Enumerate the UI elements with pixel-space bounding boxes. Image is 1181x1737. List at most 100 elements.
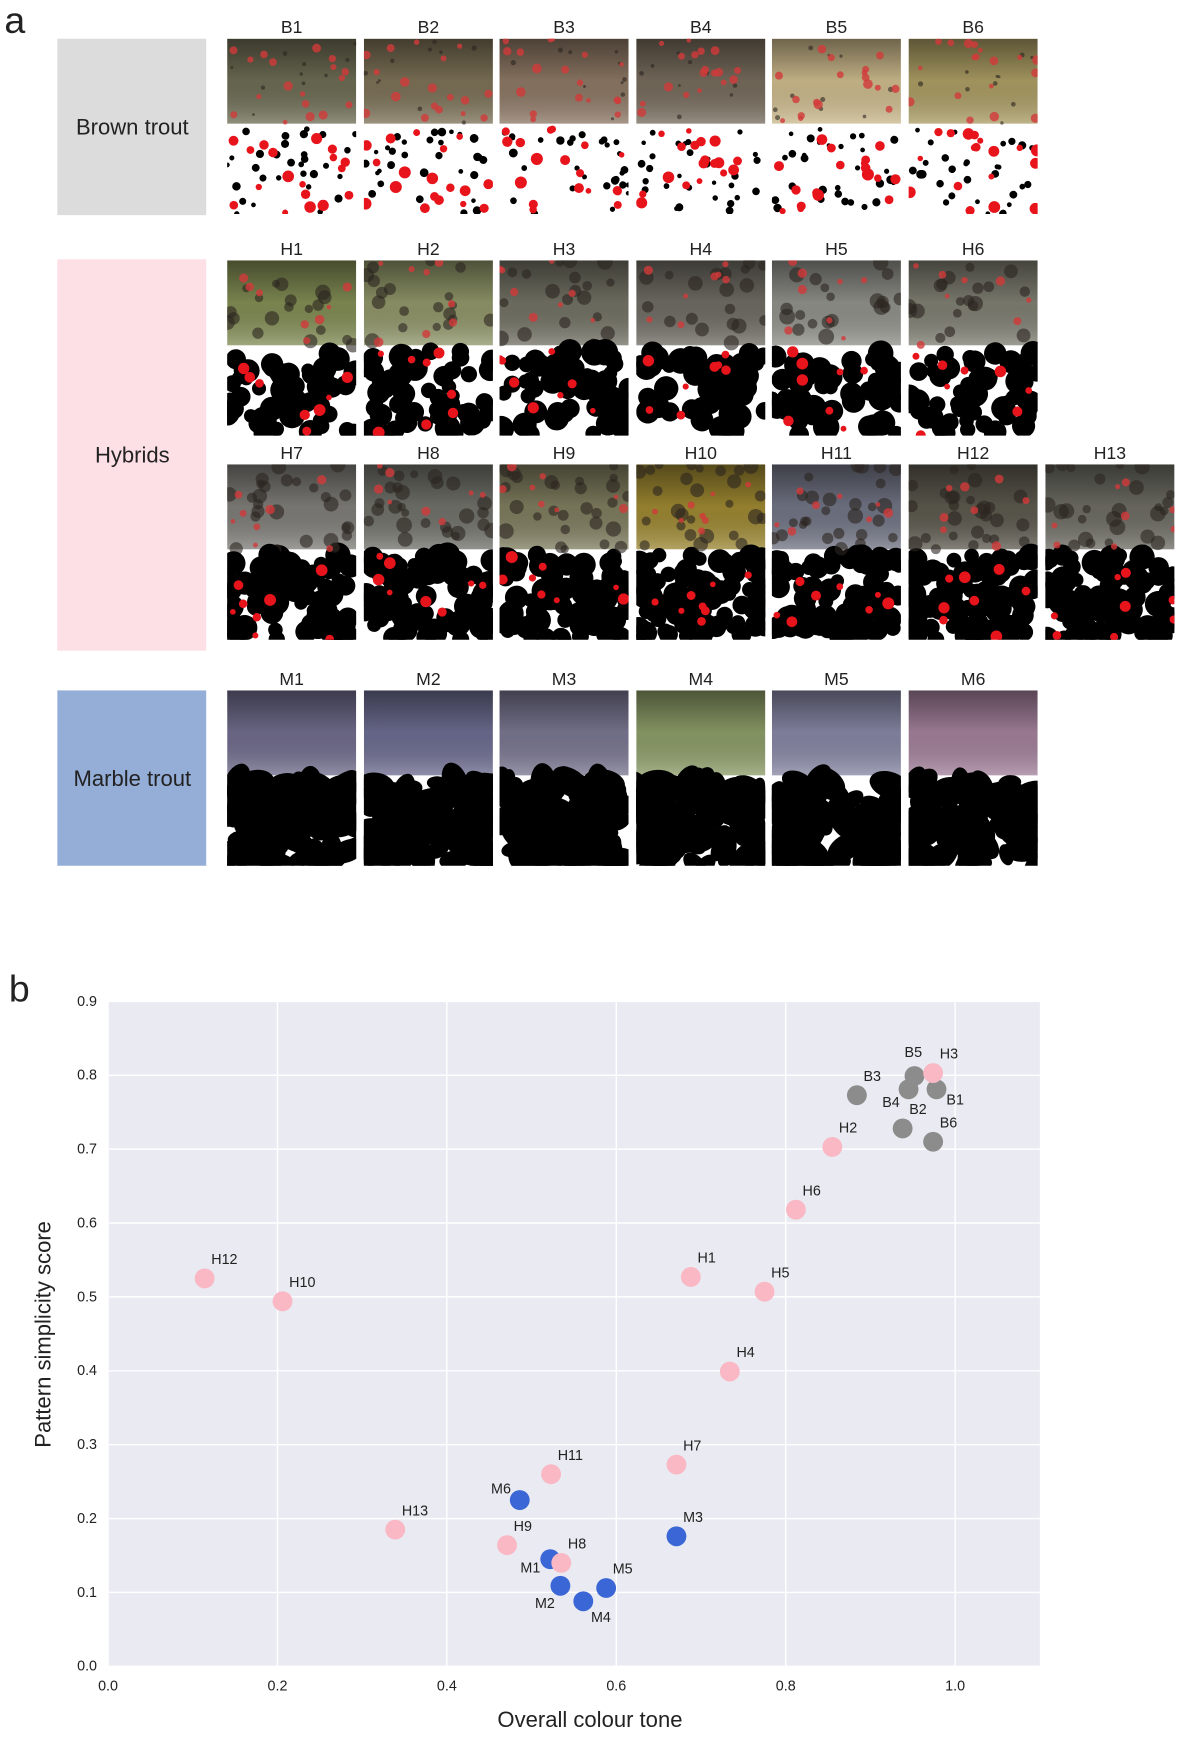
pattern-blob [298,161,305,168]
pattern-blob [636,584,657,609]
photo-red-spot [1022,497,1030,505]
pattern-blob [642,178,649,185]
photo-spot [1019,286,1031,297]
photo-spot [881,268,894,280]
photo-red-spot [528,312,538,322]
pattern-blob [412,613,431,632]
pattern-blob [683,852,707,866]
photo-red-spot [944,293,950,299]
photo-red-spot [729,75,738,84]
red-spot [709,361,720,372]
pattern-blob [908,768,938,798]
photo-red-spot [586,98,591,103]
pattern-blob [1020,340,1038,366]
photo-red-spot [699,512,706,520]
photo-spot [1068,539,1081,552]
red-spot [970,130,979,140]
photo-red-spot [988,83,994,89]
photo-spot [550,480,561,490]
red-spot [252,632,259,639]
scatter-point [596,1578,617,1598]
pattern-blob [439,420,464,436]
photo-red-spot [710,272,719,281]
photo-red-spot [260,50,268,59]
pattern-blob [454,778,480,797]
photo-spot [872,514,885,527]
pattern-blob [251,202,256,208]
pattern-blob [460,209,468,215]
photo-spot [809,273,822,286]
photo-red-spot [468,490,474,496]
pattern-blob [834,184,841,191]
pattern-blob [295,620,318,640]
photo-spot [1010,101,1016,107]
photo-red-spot [1017,54,1023,60]
photo-spot [425,260,436,267]
pattern-blob [612,175,620,184]
pattern-blob [500,623,515,638]
tile [499,38,629,215]
photo-spot [680,472,693,486]
pattern-blob [416,561,440,586]
photo-shade [908,690,1038,776]
photo-red-spot [841,335,846,341]
red-spot [483,179,493,190]
photo-red-spot [484,89,493,98]
red-spot [744,571,752,579]
point-label: B3 [864,1069,882,1085]
photo-spot [1162,496,1174,509]
pattern-blob [848,810,888,835]
pattern-blob [660,402,680,422]
scatter-point [923,1131,944,1152]
pattern-blob [800,810,826,850]
pattern-blob [337,607,357,629]
photo-spot [250,511,261,522]
pattern-blob [419,168,429,178]
pattern-blob [917,411,935,429]
tile-title: H3 [553,239,576,259]
photo-spot [427,47,433,52]
photo-spot [686,464,697,471]
photo-spot [636,464,647,479]
pattern-blob [936,179,944,188]
scatter-point [385,1519,406,1540]
photo-spot [324,73,328,78]
pattern-blob [708,416,734,436]
pattern-blob [1064,625,1085,640]
pattern-blob [692,551,707,566]
photo-spot [363,70,368,76]
pattern-blob [908,618,921,638]
y-tick-label: 0.6 [77,1215,97,1231]
photo-red-spot [643,265,653,275]
photo-spot [299,72,303,76]
photo-red-spot [538,500,545,508]
photo-spot [312,299,324,311]
pattern-blob [469,851,493,866]
pattern-blob [579,772,603,809]
pattern-blob [1100,596,1128,623]
panel-label: b [9,967,30,1009]
red-spot [971,142,981,152]
photo-spot [353,41,357,46]
pattern-blob [574,165,580,171]
point-label: B4 [882,1095,900,1111]
photo-red-spot [861,69,868,76]
photo-spot [733,465,745,476]
photo-spot [990,513,1004,528]
photo-spot [575,476,585,486]
red-spot [499,355,505,364]
x-tick-label: 0.2 [268,1679,288,1695]
pattern-blob [712,195,718,201]
pattern-blob [688,622,713,640]
photo-red-spot [797,112,805,120]
red-spot [574,183,584,194]
photo-spot [1116,464,1125,470]
pattern-blob [510,197,517,205]
photo-spot [965,262,975,272]
photo-spot [620,81,624,85]
red-spot [282,209,289,215]
red-spot [479,203,489,213]
pattern-blob [1024,180,1032,189]
pattern-blob [744,553,766,576]
photo-red-spot [935,38,942,45]
